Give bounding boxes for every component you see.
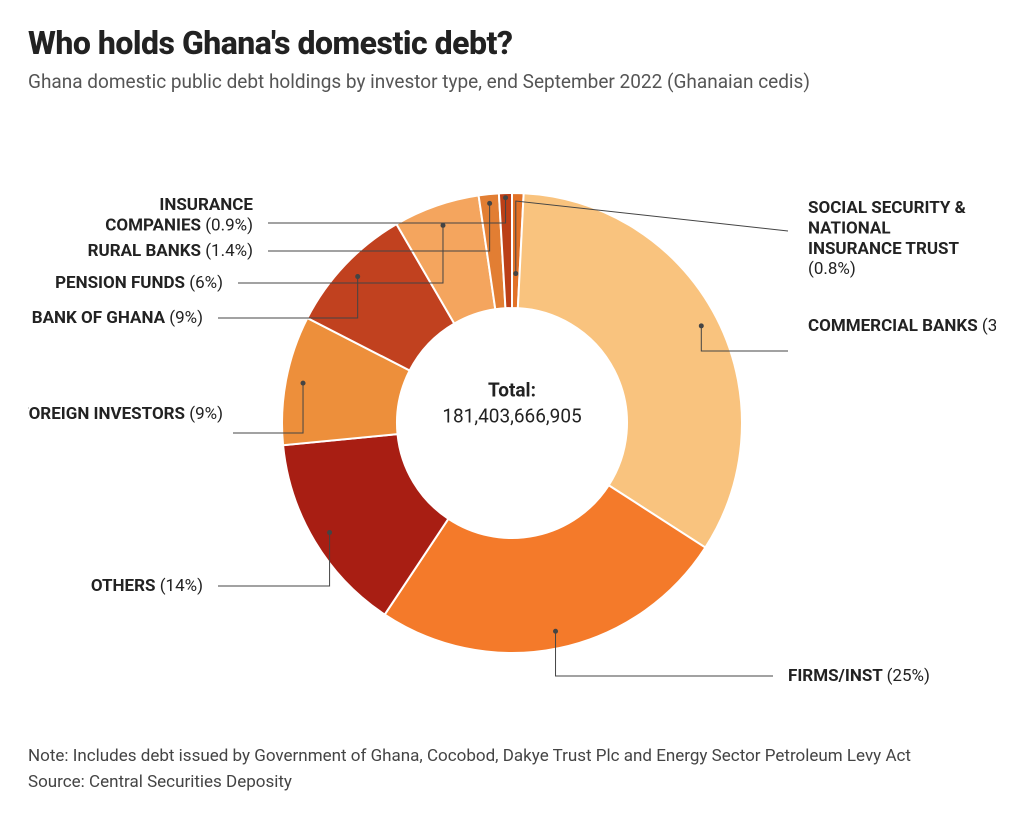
slice-label: FOREIGN INVESTORS (9%) <box>28 404 223 424</box>
footnote-source: Source: Central Securities Deposity <box>28 770 911 796</box>
donut-chart: SOCIAL SECURITY &NATIONALINSURANCE TRUST… <box>28 93 996 713</box>
center-total-label: Total: <box>442 377 581 403</box>
chart-title: Who holds Ghana's domestic debt? <box>28 24 996 62</box>
leader-dot <box>301 381 306 386</box>
leader-line <box>218 532 330 586</box>
slice-label: COMMERCIAL BANKS (33%) <box>808 316 996 336</box>
leader-dot <box>355 274 360 279</box>
slice-label: OTHERS (14%) <box>91 576 203 596</box>
slice-label: RURAL BANKS (1.4%) <box>88 241 253 261</box>
leader-dot <box>553 629 558 634</box>
leader-dot <box>503 195 508 200</box>
donut-center-label: Total: 181,403,666,905 <box>442 377 581 428</box>
leader-dot <box>699 323 704 328</box>
leader-dot <box>487 201 492 206</box>
footnote-note: Note: Includes debt issued by Government… <box>28 744 911 770</box>
slice-label: BANK OF GHANA (9%) <box>32 308 203 328</box>
leader-dot <box>327 530 332 535</box>
chart-container: Who holds Ghana's domestic debt? Ghana d… <box>0 0 1024 819</box>
leader-dot <box>513 271 518 276</box>
chart-subtitle: Ghana domestic public debt holdings by i… <box>28 70 996 93</box>
slice-label: INSURANCECOMPANIES (0.9%) <box>105 195 253 235</box>
donut-slice <box>518 193 742 547</box>
chart-footnote: Note: Includes debt issued by Government… <box>28 744 911 795</box>
leader-dot <box>440 223 445 228</box>
slice-label: PENSION FUNDS (6%) <box>55 273 223 293</box>
slice-label: SOCIAL SECURITY &NATIONALINSURANCE TRUST… <box>808 198 966 279</box>
center-total-value: 181,403,666,905 <box>442 403 581 429</box>
slice-label: FIRMS/INST (25%) <box>788 666 930 686</box>
